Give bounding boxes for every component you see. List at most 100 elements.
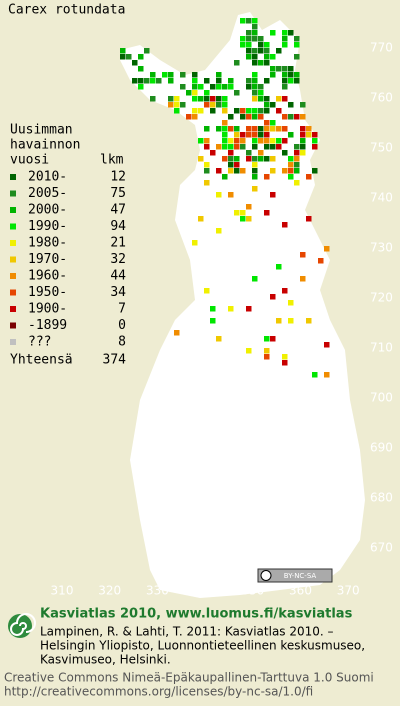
observation-square (192, 90, 198, 96)
observation-square (204, 162, 210, 168)
total-count: 374 (103, 353, 127, 368)
observation-square (270, 72, 276, 78)
observation-square (324, 246, 330, 252)
observation-square (258, 108, 264, 114)
observation-square (240, 114, 246, 120)
observation-square (252, 72, 258, 78)
observation-square (282, 222, 288, 228)
total-label: Yhteensä (10, 353, 73, 368)
observation-square (216, 102, 222, 108)
observation-square (312, 372, 318, 378)
observation-square (240, 168, 246, 174)
observation-square (204, 288, 210, 294)
observation-square (252, 54, 258, 60)
observation-square (228, 138, 234, 144)
observation-square (252, 48, 258, 54)
legend-label: 2000- (28, 203, 67, 218)
observation-square (288, 72, 294, 78)
observation-square (216, 144, 222, 150)
citation-line: Kasvimuseo, Helsinki. (40, 653, 171, 667)
observation-square (138, 78, 144, 84)
legend-header: havainnon (10, 138, 80, 153)
observation-square (264, 126, 270, 132)
observation-square (246, 30, 252, 36)
observation-square (174, 96, 180, 102)
observation-square (264, 96, 270, 102)
legend-swatch (10, 322, 16, 329)
observation-square (258, 96, 264, 102)
observation-square (264, 132, 270, 138)
observation-square (276, 126, 282, 132)
legend-swatch (10, 289, 16, 296)
observation-square (252, 138, 258, 144)
legend-swatch (10, 174, 16, 180)
legend-label: 1950- (28, 285, 67, 300)
observation-square (252, 90, 258, 96)
observation-square (276, 144, 282, 150)
observation-square (300, 132, 306, 138)
observation-square (246, 132, 252, 138)
observation-square (222, 174, 228, 180)
observation-square (312, 138, 318, 144)
legend-label: -1899 (28, 318, 67, 333)
x-axis-label: 360 (289, 584, 312, 598)
observation-square (276, 108, 282, 114)
observation-square (246, 108, 252, 114)
observation-square (282, 168, 288, 174)
observation-square (222, 102, 228, 108)
observation-square (198, 84, 204, 90)
observation-square (282, 72, 288, 78)
legend-swatch (10, 207, 16, 213)
observation-square (300, 144, 306, 150)
observation-square (246, 78, 252, 84)
observation-square (252, 18, 258, 24)
license-line: Creative Commons Nimeä-Epäkaupallinen-Ta… (4, 671, 374, 685)
observation-square (246, 306, 252, 312)
observation-square (288, 114, 294, 120)
observation-square (288, 156, 294, 162)
observation-square (288, 102, 294, 108)
observation-square (294, 168, 300, 174)
observation-square (306, 126, 312, 132)
observation-square (186, 90, 192, 96)
observation-square (138, 84, 144, 90)
citation: Lampinen, R. & Lahti, T. 2011: Kasviatla… (40, 625, 365, 667)
observation-square (246, 216, 252, 222)
legend-count: 32 (110, 252, 126, 267)
observation-square (240, 108, 246, 114)
legend-swatch (10, 339, 16, 345)
legend-swatch (10, 306, 16, 312)
observation-square (198, 108, 204, 114)
observation-square (216, 126, 222, 132)
observation-square (252, 36, 258, 42)
observation-square (198, 138, 204, 144)
citation-line: Helsingin Yliopisto, Luonnontieteellinen… (40, 639, 365, 653)
observation-square (234, 144, 240, 150)
observation-square (192, 96, 198, 102)
observation-square (294, 114, 300, 120)
observation-square (276, 318, 282, 324)
observation-square (234, 60, 240, 66)
observation-square (252, 114, 258, 120)
observation-square (246, 114, 252, 120)
observation-square (126, 54, 132, 60)
logo-spiral (10, 613, 36, 636)
observation-square (138, 54, 144, 60)
observation-square (288, 168, 294, 174)
observation-square (132, 60, 138, 66)
observation-square (264, 102, 270, 108)
observation-square (258, 126, 264, 132)
observation-square (294, 162, 300, 168)
observation-square (282, 36, 288, 42)
observation-square (258, 90, 264, 96)
observation-square (300, 102, 306, 108)
observation-square (198, 96, 204, 102)
observation-square (234, 168, 240, 174)
observation-square (246, 84, 252, 90)
observation-square (282, 354, 288, 360)
observation-square (252, 96, 258, 102)
observation-square (204, 102, 210, 108)
observation-square (282, 360, 288, 366)
